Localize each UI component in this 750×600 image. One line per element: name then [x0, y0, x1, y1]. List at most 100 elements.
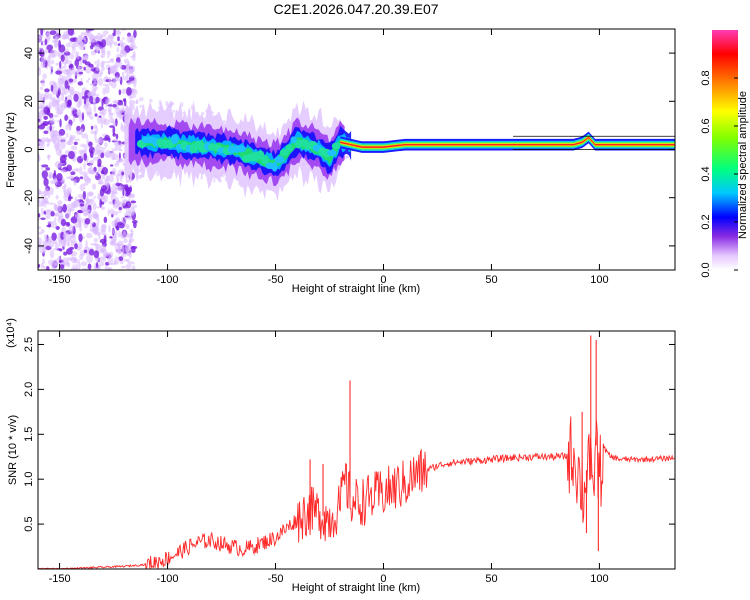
- heatmap-cell: [109, 42, 113, 48]
- heatmap-cell: [69, 133, 72, 143]
- heatmap-cell: [112, 100, 119, 103]
- heatmap-cell: [91, 72, 99, 82]
- heatmap-cell: [99, 244, 106, 252]
- heatmap-cell: [131, 219, 138, 224]
- heatmap-cell: [43, 177, 49, 187]
- heatmap-cell: [39, 141, 43, 149]
- heatmap-cell: [118, 256, 124, 261]
- heatmap-cell: [59, 155, 67, 164]
- heatmap-cell: [127, 75, 135, 78]
- heatmap-cell: [57, 200, 63, 206]
- heatmap-cell: [82, 190, 86, 200]
- heatmap-cell: [44, 88, 50, 93]
- colorbar-label: Normalized spectral amplitude: [737, 91, 749, 239]
- heatmap-cell: [68, 64, 73, 69]
- heatmap-cell: [118, 209, 122, 214]
- heatmap-cell: [40, 217, 46, 220]
- heatmap-cell: [92, 202, 97, 211]
- heatmap-cell: [85, 68, 92, 74]
- spectrogram-x-label: Height of straight line (km): [292, 283, 420, 295]
- snr-line-layer: [38, 335, 675, 569]
- heatmap-cell: [99, 256, 104, 262]
- heatmap-cell: [83, 153, 88, 161]
- heatmap-cell: [149, 98, 153, 103]
- heatmap-cell: [94, 226, 100, 234]
- heatmap-cell: [72, 51, 76, 54]
- heatmap-cell: [99, 188, 105, 197]
- heatmap-cell: [105, 104, 108, 108]
- spectrogram-y-tick-label: 20: [23, 95, 35, 107]
- heatmap-cell: [49, 117, 55, 124]
- heatmap-cell: [102, 83, 109, 87]
- heatmap-cell: [88, 141, 93, 147]
- heatmap-cell: [90, 221, 94, 225]
- heatmap-cell: [41, 78, 46, 87]
- heatmap-cell: [77, 92, 84, 101]
- heatmap-cell: [100, 152, 105, 159]
- heatmap-cell: [121, 171, 125, 176]
- heatmap-cell: [93, 81, 98, 85]
- heatmap-cell: [54, 161, 62, 169]
- heatmap-cell: [122, 98, 127, 102]
- heatmap-cell: [38, 232, 43, 235]
- heatmap-cell: [81, 55, 89, 61]
- heatmap-cell: [101, 98, 104, 108]
- heatmap-cell: [110, 57, 114, 63]
- heatmap-cell: [125, 263, 132, 270]
- heatmap-cell: [96, 115, 103, 125]
- heatmap-cell: [66, 123, 71, 128]
- heatmap-cell: [182, 111, 185, 115]
- heatmap-cell: [89, 228, 96, 232]
- heatmap-cell: [290, 136, 297, 144]
- heatmap-cell: [64, 80, 69, 89]
- heatmap-cell: [75, 168, 80, 173]
- heatmap-cell: [108, 81, 112, 86]
- heatmap-cell: [86, 254, 93, 264]
- colorbar-tick-label: 0.4: [700, 166, 712, 181]
- heatmap-cell: [57, 77, 63, 81]
- heatmap-cell: [98, 41, 102, 45]
- heatmap-cell: [279, 148, 289, 157]
- heatmap-cell: [58, 39, 62, 49]
- heatmap-cell: [112, 132, 116, 137]
- heatmap-cell: [62, 178, 65, 183]
- heatmap-cell: [38, 213, 41, 218]
- heatmap-cell: [59, 118, 62, 128]
- heatmap-cell: [55, 70, 63, 75]
- heatmap-cell: [53, 169, 56, 177]
- heatmap-cell: [50, 135, 58, 142]
- heatmap-cell: [47, 139, 52, 143]
- heatmap-cell: [71, 267, 75, 270]
- heatmap-cell: [103, 234, 107, 243]
- colorbar-tick-label: 0.0: [700, 262, 712, 277]
- heatmap-cell: [99, 261, 105, 267]
- heatmap-cell: [119, 61, 123, 70]
- heatmap-cell: [76, 125, 81, 132]
- heatmap-cell: [105, 149, 111, 159]
- heatmap-cell: [83, 161, 86, 171]
- heatmap-cell: [115, 185, 122, 191]
- heatmap-cell: [58, 86, 65, 90]
- heatmap-cell: [139, 96, 144, 102]
- snr-y-tick-label: 0.5: [23, 516, 35, 531]
- colorbar-tick-label: 0.8: [700, 70, 712, 85]
- heatmap-cell: [97, 193, 100, 201]
- heatmap-cell: [42, 73, 47, 80]
- heatmap-cell: [91, 183, 97, 190]
- heatmap-cell: [81, 133, 89, 139]
- heatmap-cell: [94, 113, 98, 117]
- heatmap-cell: [129, 66, 134, 75]
- heatmap-cell: [114, 218, 120, 222]
- heatmap-cell: [60, 104, 64, 109]
- heatmap-cell: [65, 221, 70, 226]
- heatmap-cell: [48, 174, 52, 179]
- heatmap-cell: [133, 221, 137, 229]
- heatmap-cell: [63, 98, 68, 108]
- heatmap-cell: [66, 164, 72, 172]
- heatmap-cell: [106, 50, 111, 57]
- heatmap-cell: [111, 167, 117, 177]
- heatmap-cell: [58, 211, 64, 221]
- heatmap-cell: [110, 66, 113, 74]
- heatmap-cell: [93, 87, 96, 96]
- heatmap-cell: [82, 96, 86, 100]
